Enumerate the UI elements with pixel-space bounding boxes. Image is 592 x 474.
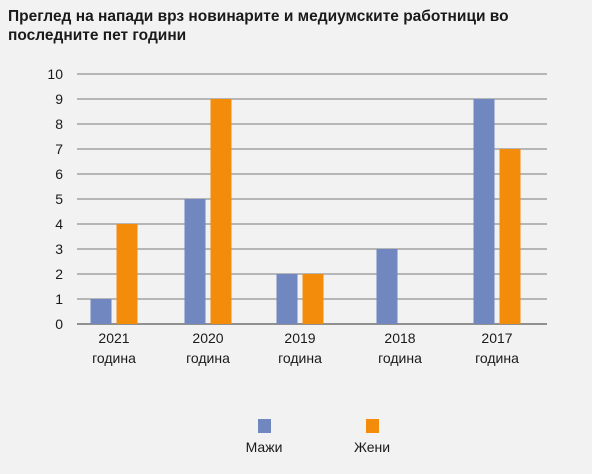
x-category-label: година xyxy=(186,350,230,366)
x-category-label: 2020 xyxy=(192,330,223,346)
bar-women-2017 xyxy=(499,149,521,324)
legend-swatch-women xyxy=(366,419,379,433)
y-tick-label: 1 xyxy=(55,291,63,307)
bar-women-2019 xyxy=(302,274,324,324)
y-axis-ticks: 0 1 2 3 4 5 6 7 8 9 10 xyxy=(47,66,63,332)
bar-men-2019 xyxy=(276,274,298,324)
y-tick-label: 9 xyxy=(55,91,63,107)
y-tick-label: 2 xyxy=(55,266,63,282)
x-category-label: година xyxy=(378,350,422,366)
x-category-label: 2018 xyxy=(384,330,415,346)
bar-men-2021 xyxy=(90,299,112,324)
legend: Мажи Жени xyxy=(246,419,390,455)
legend-label-men: Мажи xyxy=(246,439,283,455)
legend-swatch-men xyxy=(258,419,271,433)
x-category-label: година xyxy=(475,350,519,366)
bar-women-2020 xyxy=(210,99,232,324)
bar-men-2018 xyxy=(376,249,398,324)
gridlines xyxy=(77,73,547,325)
bar-men-2017 xyxy=(473,99,495,324)
y-tick-label: 5 xyxy=(55,191,63,207)
y-tick-label: 7 xyxy=(55,141,63,157)
legend-label-women: Жени xyxy=(354,439,390,455)
x-category-label: 2017 xyxy=(481,330,512,346)
x-category-label: 2019 xyxy=(284,330,315,346)
y-tick-label: 3 xyxy=(55,241,63,257)
bar-women-2021 xyxy=(116,224,138,324)
bars xyxy=(90,99,521,324)
y-tick-label: 10 xyxy=(47,66,63,82)
y-tick-label: 0 xyxy=(55,316,63,332)
y-tick-label: 6 xyxy=(55,166,63,182)
chart-title: Преглед на напади врз новинарите и медиу… xyxy=(8,8,509,44)
x-axis-categories: 2021 година 2020 година 2019 година 2018 година… xyxy=(92,330,519,366)
y-tick-label: 4 xyxy=(55,216,63,232)
x-category-label: 2021 xyxy=(98,330,129,346)
x-category-label: година xyxy=(92,350,136,366)
x-category-label: година xyxy=(278,350,322,366)
y-tick-label: 8 xyxy=(55,116,63,132)
bar-men-2020 xyxy=(184,199,206,324)
